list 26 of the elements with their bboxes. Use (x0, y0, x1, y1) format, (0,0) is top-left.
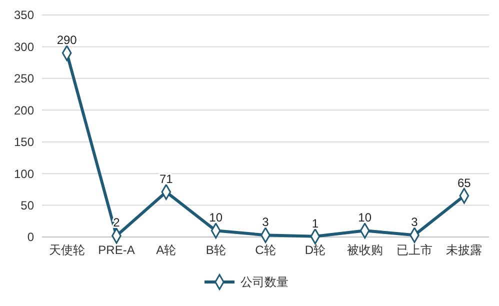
data-label: 71 (159, 172, 174, 186)
x-tick-label: C轮 (255, 243, 276, 257)
y-tick-label: 250 (14, 72, 34, 86)
y-tick-label: 0 (27, 230, 34, 244)
y-tick-label: 300 (14, 40, 34, 54)
x-tick-label: B轮 (206, 243, 226, 257)
x-tick-label: 未披露 (446, 243, 482, 257)
data-label: 10 (358, 210, 372, 225)
data-label: 290 (56, 33, 78, 48)
data-label: 3 (411, 215, 418, 230)
x-tick-label: 已上市 (396, 243, 432, 257)
data-label: 10 (209, 210, 223, 225)
y-tick-label: 150 (14, 135, 34, 150)
data-label: 65 (457, 176, 472, 190)
data-label: 3 (262, 215, 270, 230)
x-tick-label: 天使轮 (48, 243, 85, 257)
data-label: 1 (312, 216, 319, 230)
x-tick-label: 被收购 (346, 243, 383, 257)
y-tick-label: 200 (14, 103, 34, 118)
y-tick-label: 350 (14, 8, 34, 22)
y-tick-label: 100 (14, 166, 34, 181)
legend-label: 公司数量 (240, 275, 288, 290)
y-tick-label: 50 (20, 198, 34, 212)
x-tick-label: PRE-A (98, 243, 135, 257)
x-tick-label: D轮 (304, 243, 326, 257)
x-tick-label: A轮 (156, 243, 176, 257)
